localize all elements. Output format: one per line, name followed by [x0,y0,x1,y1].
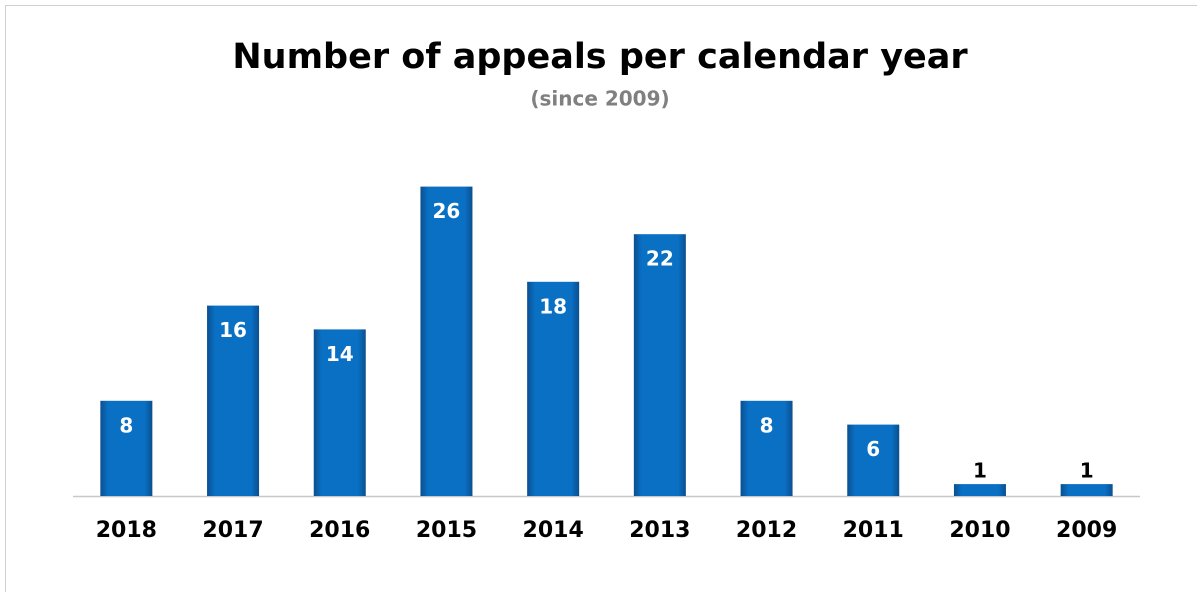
x-tick-label: 2009 [1056,518,1117,543]
bar [633,234,686,496]
bar [1060,484,1113,496]
data-label: 6 [866,437,880,461]
bar [100,400,153,496]
bar [313,329,366,496]
x-tick-label: 2015 [416,518,477,543]
data-label: 18 [539,294,567,318]
x-tick-label: 2013 [629,518,690,543]
data-label: 8 [119,413,133,437]
chart-subtitle: (since 2009) [530,87,669,111]
data-label: 8 [760,413,774,437]
x-tick-label: 2012 [736,518,797,543]
data-label: 22 [646,247,674,271]
x-tick-label: 2018 [96,518,157,543]
data-label: 26 [433,199,461,223]
data-label: 1 [973,459,987,483]
bar [953,484,1006,496]
frame [5,5,1197,592]
data-label: 16 [219,318,247,342]
bar [740,400,793,496]
bar [527,281,580,496]
data-label: 14 [326,342,354,366]
bar [847,424,900,496]
x-tick-label: 2017 [202,518,263,543]
x-tick-label: 2016 [309,518,370,543]
bar [207,305,260,496]
x-tick-label: 2011 [843,518,904,543]
chart-title: Number of appeals per calendar year [232,37,968,77]
bar [420,186,473,496]
x-tick-label: 2014 [523,518,584,543]
x-tick-label: 2010 [949,518,1010,543]
data-label: 1 [1080,459,1094,483]
